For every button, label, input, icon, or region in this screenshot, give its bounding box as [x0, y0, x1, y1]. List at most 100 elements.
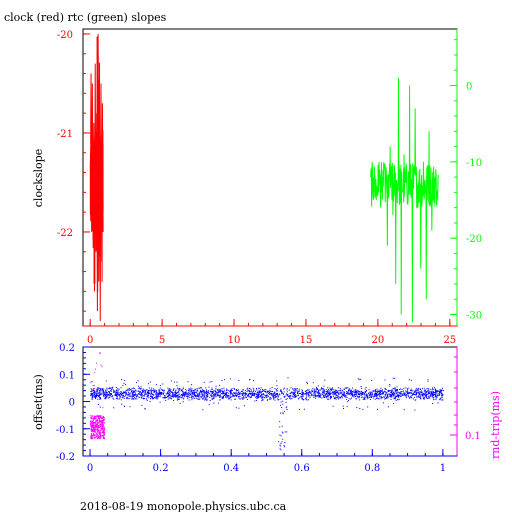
rnd-trip-point — [92, 437, 94, 439]
offset-point — [323, 396, 325, 398]
rnd-trip-point — [92, 415, 94, 417]
offset-point — [423, 392, 425, 394]
offset-point — [218, 389, 220, 391]
offset-point — [200, 391, 202, 393]
offset-point — [222, 392, 224, 394]
offset-point — [243, 405, 245, 407]
offset-point — [250, 396, 252, 398]
offset-point — [373, 394, 375, 396]
offset-point — [261, 394, 263, 396]
offset-point — [128, 390, 130, 391]
offset-point — [397, 391, 399, 393]
offset-point — [398, 398, 400, 400]
offset-point — [316, 395, 318, 397]
offset-point — [285, 399, 287, 400]
offset-point — [188, 391, 190, 393]
rnd-trip-point — [99, 416, 101, 418]
offset-point — [105, 396, 107, 398]
offset-point — [327, 394, 329, 396]
offset-point — [116, 391, 118, 393]
offset-point — [400, 395, 402, 397]
offset-point — [414, 391, 416, 393]
offset-point — [262, 393, 264, 395]
offset-point — [351, 392, 353, 394]
offset-point — [421, 390, 423, 392]
offset-point — [141, 394, 143, 396]
offset-point — [137, 393, 139, 395]
offset-point — [376, 393, 378, 395]
offset-point — [387, 396, 388, 398]
offset-point — [116, 394, 118, 396]
offset-point — [95, 395, 97, 397]
offset-point — [425, 395, 427, 397]
offset-point — [219, 392, 221, 394]
offset-point — [398, 391, 400, 393]
offset-point — [196, 388, 198, 390]
rnd-trip-point — [98, 431, 100, 433]
offset-point — [295, 396, 297, 398]
offset-point — [424, 391, 426, 393]
offset-point — [176, 397, 178, 399]
offset-point — [147, 392, 149, 393]
offset-point — [139, 394, 141, 395]
offset-point — [117, 398, 119, 400]
offset-point — [287, 377, 289, 379]
offset-point — [104, 398, 106, 399]
offset-point — [411, 395, 413, 397]
offset-point — [375, 395, 377, 396]
offset-point — [251, 391, 253, 393]
offset-point — [113, 407, 115, 409]
offset-point — [148, 397, 150, 399]
offset-point — [333, 397, 335, 399]
offset-point — [435, 390, 437, 392]
offset-point — [138, 393, 140, 395]
offset-point — [130, 395, 132, 397]
offset-point — [283, 410, 285, 412]
offset-point — [260, 395, 262, 397]
offset-point — [367, 394, 369, 396]
offset-point — [442, 389, 444, 391]
offset-point — [324, 395, 326, 397]
offset-point — [347, 391, 349, 393]
offset-point — [426, 388, 428, 390]
offset-point — [296, 388, 298, 390]
offset-point — [407, 392, 408, 394]
offset-point — [257, 393, 259, 395]
offset-point — [219, 384, 221, 386]
offset-point — [105, 380, 107, 382]
offset-point — [363, 398, 365, 399]
offset-point — [320, 394, 322, 396]
offset-point — [282, 393, 284, 394]
offset-point — [131, 392, 133, 394]
offset-point — [182, 387, 184, 389]
offset-point — [167, 390, 169, 392]
offset-point — [395, 389, 397, 391]
rnd-trip-point — [99, 415, 101, 417]
offset-point — [135, 389, 137, 391]
bottom-x-tick-label: 0 — [87, 463, 93, 474]
offset-point — [256, 400, 258, 401]
offset-point — [198, 396, 200, 398]
offset-point — [362, 392, 364, 393]
offset-point — [217, 402, 219, 404]
rnd-trip-point — [95, 417, 97, 420]
rnd-trip-point — [102, 429, 103, 431]
offset-point — [418, 396, 420, 398]
offset-point — [182, 391, 184, 393]
rnd-trip-point — [99, 421, 101, 423]
offset-point — [121, 403, 123, 405]
offset-point — [280, 401, 282, 403]
offset-point — [335, 389, 337, 391]
offset-point — [177, 394, 179, 396]
offset-point — [392, 390, 394, 392]
offset-point — [400, 388, 402, 390]
offset-point — [150, 391, 152, 393]
offset-point — [403, 387, 405, 389]
offset-point — [93, 396, 95, 398]
offset-point — [145, 389, 147, 391]
offset-point — [281, 431, 283, 433]
offset-point — [261, 400, 263, 402]
offset-point — [146, 399, 148, 401]
offset-point — [202, 391, 204, 393]
offset-point — [163, 396, 165, 398]
